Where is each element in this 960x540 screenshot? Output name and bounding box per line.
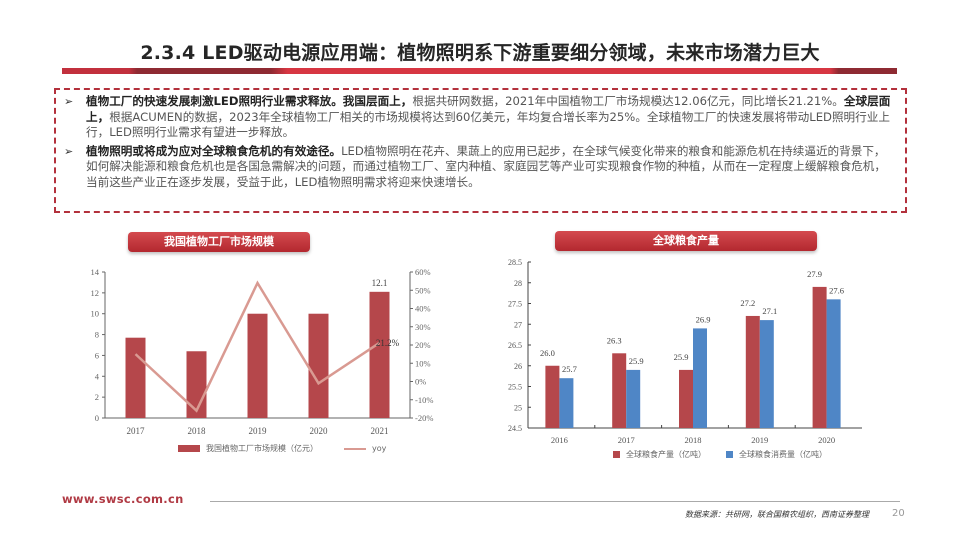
production-bar [545, 365, 560, 428]
y-tick-label: 28 [514, 279, 522, 288]
page-number: 20 [892, 508, 905, 519]
bullet-1-heading: 植物工厂的快速发展刺激LED照明行业需求释放。我国层面上， [86, 94, 413, 108]
y2-tick-label: 40% [415, 304, 431, 314]
production-data-label: 25.9 [674, 352, 689, 362]
y-tick-label: 28.5 [508, 258, 522, 267]
legend-consumption-swatch [726, 451, 733, 458]
consumption-data-label: 25.7 [562, 364, 577, 374]
x-tick-label: 2019 [249, 426, 268, 436]
right-chart-title: 全球粮食产量 [555, 231, 817, 251]
y2-tick-label: -10% [415, 395, 433, 405]
y2-tick-label: 50% [415, 285, 431, 295]
production-data-label: 27.9 [807, 269, 822, 279]
bullet-1-text-a: 根据共研网数据，2021年中国植物工厂市场规模达12.06亿元，同比增长21.2… [412, 94, 844, 108]
y-tick-label: 12 [91, 288, 100, 298]
x-tick-label: 2018 [188, 426, 207, 436]
consumption-data-label: 27.6 [829, 285, 844, 295]
legend-line-swatch [344, 447, 366, 450]
consumption-bar [626, 369, 641, 428]
x-tick-label: 2017 [618, 435, 635, 445]
arrow-bullet-icon: ➢ [64, 144, 74, 158]
y-tick-label: 27.5 [508, 300, 522, 309]
consumption-bar [559, 378, 574, 428]
consumption-data-label: 26.9 [696, 314, 711, 324]
bullet-1: ➢ 植物工厂的快速发展刺激LED照明行业需求释放。我国层面上，根据共研网数据，2… [64, 94, 895, 141]
consumption-data-label: 27.1 [762, 306, 777, 316]
arrow-bullet-icon: ➢ [64, 95, 74, 108]
y-tick-label: 26 [514, 362, 522, 371]
summary-box: ➢ 植物工厂的快速发展刺激LED照明行业需求释放。我国层面上，根据共研网数据，2… [54, 88, 907, 213]
consumption-bar [693, 328, 707, 428]
production-bar [812, 286, 827, 428]
consumption-bar [759, 320, 774, 428]
x-tick-label: 2016 [551, 435, 568, 445]
bullet-2-heading: 植物照明或将成为应对全球粮食危机的有效途径。 [86, 143, 342, 158]
legend-production-swatch [613, 451, 620, 458]
y2-tick-label: 30% [415, 322, 431, 332]
production-data-label: 26.3 [607, 335, 622, 345]
legend-bar-swatch [178, 445, 200, 452]
right-chart-legend: 全球粮食产量（亿吨） 全球粮食消费量（亿吨） [613, 449, 827, 460]
x-tick-label: 2020 [818, 435, 835, 445]
yoy-data-label: 21.2% [376, 338, 400, 348]
production-bar [679, 369, 693, 428]
left-chart-legend: 我国植物工厂市场规模（亿元） yoy [178, 443, 386, 454]
legend-production-label: 全球粮食产量（亿吨） [626, 450, 706, 459]
y-tick-label: 25 [514, 403, 522, 412]
bar [247, 313, 268, 418]
bar [308, 313, 329, 418]
y-tick-label: 24.5 [508, 424, 522, 433]
production-data-label: 27.2 [740, 298, 755, 308]
x-tick-label: 2018 [685, 435, 702, 445]
y-tick-label: 0 [95, 413, 99, 423]
y2-tick-label: 10% [415, 358, 431, 368]
bullet-1-text-b: 根据ACUMEN的数据，2023年全球植物工厂相关的市场规模将达到60亿美元，年… [86, 109, 890, 140]
bullet-2-text: LED植物照明在花卉、果蔬上的应用已起步，在全球气候变化带来的粮食和能源危机在持… [86, 143, 886, 189]
bar-data-label: 12.1 [372, 278, 388, 288]
bullet-2: ➢ 植物照明或将成为应对全球粮食危机的有效途径。LED植物照明在花卉、果蔬上的应… [64, 144, 895, 191]
bar [369, 291, 390, 418]
y-tick-label: 10 [91, 309, 100, 319]
legend-consumption-label: 全球粮食消费量（亿吨） [739, 450, 827, 459]
legend-line-label: yoy [372, 444, 387, 453]
y-tick-label: 25.5 [508, 383, 522, 392]
x-tick-label: 2021 [371, 426, 389, 436]
title-underline [62, 68, 897, 74]
y-tick-label: 26.5 [508, 341, 522, 350]
bar [125, 337, 146, 418]
y-tick-label: 6 [95, 350, 99, 360]
production-data-label: 26.0 [540, 348, 555, 358]
production-bar [745, 315, 760, 428]
y2-tick-label: 20% [415, 340, 431, 350]
y-tick-label: 27 [514, 320, 522, 329]
production-bar [612, 353, 627, 428]
consumption-data-label: 25.9 [629, 356, 644, 366]
y2-tick-label: 0% [415, 377, 426, 387]
x-tick-label: 2020 [310, 426, 329, 436]
x-tick-label: 2019 [751, 435, 768, 445]
y2-tick-label: 60% [415, 267, 431, 277]
data-source: 数据来源：共研网，联合国粮农组织，西南证券整理 [685, 510, 869, 519]
y-tick-label: 8 [95, 330, 99, 340]
y-tick-label: 14 [91, 267, 100, 277]
left-chart-title: 我国植物工厂市场规模 [128, 232, 310, 252]
y2-tick-label: -20% [415, 413, 433, 423]
x-tick-label: 2017 [127, 426, 146, 436]
y-tick-label: 2 [95, 392, 99, 402]
bullet-1-heading-2: 全球层面上， [86, 94, 891, 124]
legend-bar-label: 我国植物工厂市场规模（亿元） [206, 444, 318, 453]
page-title: 2.3.4 LED驱动电源应用端：植物照明系下游重要细分领域，未来市场潜力巨大 [140, 42, 820, 64]
footer-url-link[interactable]: www.swsc.com.cn [62, 492, 184, 506]
y-tick-label: 4 [95, 371, 100, 381]
footer-divider [210, 501, 900, 502]
consumption-bar [826, 299, 841, 428]
